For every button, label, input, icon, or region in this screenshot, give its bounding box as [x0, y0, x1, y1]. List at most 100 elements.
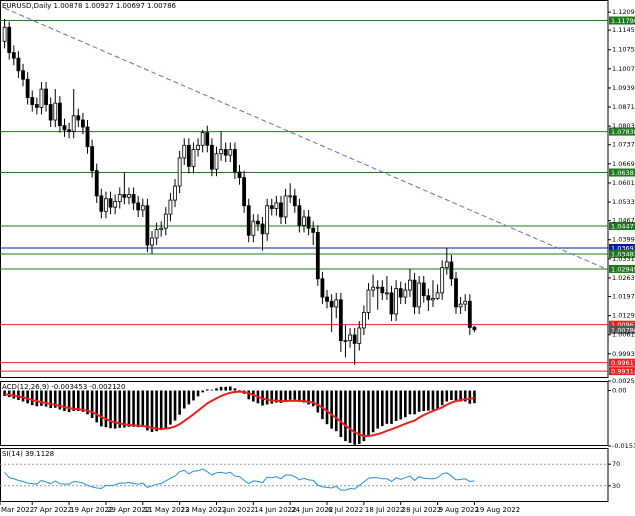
level-label: 1.00967 — [611, 321, 635, 329]
histogram-bar — [219, 386, 223, 391]
histogram-bar — [210, 389, 214, 391]
y-tick-label: 1.06690 — [612, 160, 635, 168]
candle-body — [444, 261, 449, 268]
histogram-bar — [238, 390, 241, 391]
histogram-bar — [229, 386, 232, 391]
candle-body — [25, 78, 30, 98]
panel-frame — [0, 448, 609, 502]
level-label: 1.03483 — [611, 250, 635, 258]
x-tick-label: 24 Jun 2022 — [291, 506, 333, 514]
histogram-bar — [30, 390, 34, 406]
candle-body — [34, 104, 39, 108]
candle-body — [417, 282, 422, 308]
histogram-bar — [178, 390, 181, 415]
x-tick-label: 11 May 2022 — [144, 506, 190, 514]
y-tick-label: 30 — [612, 482, 620, 490]
histogram-bar — [169, 390, 172, 425]
level-label-box — [609, 222, 635, 231]
candle-body — [81, 119, 85, 128]
level-label-box — [609, 320, 635, 329]
candle-body — [380, 286, 385, 294]
y-tick-label: 1.02630 — [612, 274, 635, 282]
price-label: 1.00786 — [611, 326, 635, 334]
candle-body — [403, 289, 408, 298]
histogram-bar — [196, 390, 200, 397]
histogram-bar — [371, 390, 375, 433]
histogram-bar — [252, 390, 255, 402]
histogram-bar — [136, 390, 140, 428]
histogram-bar — [381, 390, 384, 427]
histogram-bar — [146, 390, 149, 431]
histogram-bar — [390, 390, 393, 424]
x-tick-label: 29 Apr 2022 — [107, 506, 150, 514]
histogram-bar — [53, 390, 57, 408]
candle-body — [421, 282, 426, 297]
histogram-bar — [275, 390, 278, 403]
candle-body — [426, 295, 431, 301]
histogram-bar — [187, 390, 191, 405]
level-label: 1.04477 — [611, 223, 635, 231]
panel-title: SI(14) 39.1128 — [2, 450, 54, 458]
candle-body — [279, 202, 283, 218]
level-label: 1.02949 — [611, 265, 635, 273]
x-tick-label: 19 Apr 2022 — [70, 506, 113, 514]
level-label-box — [609, 367, 635, 376]
candle-body — [191, 149, 196, 167]
histogram-bar — [192, 390, 195, 401]
histogram-bar — [67, 390, 71, 413]
y-tick-label: 1.03310 — [612, 255, 635, 263]
histogram-bar — [205, 389, 209, 391]
level-label-box — [609, 243, 635, 252]
candle-body — [205, 132, 210, 146]
histogram-bar — [357, 390, 361, 445]
candle-body — [200, 132, 205, 146]
histogram-bar — [311, 390, 315, 407]
x-tick-label: 19 Aug 2022 — [475, 506, 520, 514]
candle-body — [168, 199, 173, 215]
candle-body — [334, 299, 339, 308]
histogram-bar — [44, 390, 48, 407]
histogram-bar — [417, 390, 421, 412]
histogram-bar — [141, 390, 145, 427]
y-tick-label: 0.00 — [612, 387, 626, 395]
y-tick-label: 1.09390 — [612, 84, 635, 92]
y-tick-label: 1.01970 — [612, 292, 635, 300]
y-tick-label: 1.06010 — [612, 179, 635, 187]
signal-line — [4, 390, 475, 437]
candle-body — [449, 261, 454, 280]
level-label: 0.99617 — [611, 359, 635, 367]
histogram-bar — [330, 390, 333, 429]
histogram-bar — [298, 390, 301, 402]
candle-body — [57, 102, 62, 127]
histogram-bar — [454, 390, 458, 402]
level-label-box — [609, 16, 635, 25]
candle-body — [53, 102, 58, 121]
histogram-bar — [339, 390, 343, 438]
histogram-bar — [173, 390, 177, 421]
candle-body — [108, 198, 113, 208]
candle-body — [251, 220, 256, 236]
candle-body — [233, 149, 237, 173]
candle-body — [394, 288, 399, 315]
candle-body — [288, 195, 293, 198]
histogram-bar — [436, 390, 439, 409]
histogram-bar — [279, 390, 283, 403]
histogram-bar — [316, 390, 320, 413]
candle-body — [182, 144, 187, 159]
candle-body — [325, 296, 329, 302]
histogram-bar — [17, 390, 20, 401]
histogram-bar — [127, 390, 131, 427]
histogram-bar — [473, 390, 476, 404]
candle-body — [472, 326, 477, 331]
candle-body — [463, 300, 468, 305]
histogram-bar — [35, 390, 39, 407]
histogram-bar — [348, 390, 352, 443]
y-tick-label: 1.04670 — [612, 217, 635, 225]
level-label: 1.11790 — [611, 17, 635, 25]
histogram-bar — [58, 390, 62, 410]
x-tick-label: 6 Jul 2022 — [328, 506, 363, 514]
candle-body — [219, 149, 223, 155]
candle-body — [246, 205, 251, 236]
